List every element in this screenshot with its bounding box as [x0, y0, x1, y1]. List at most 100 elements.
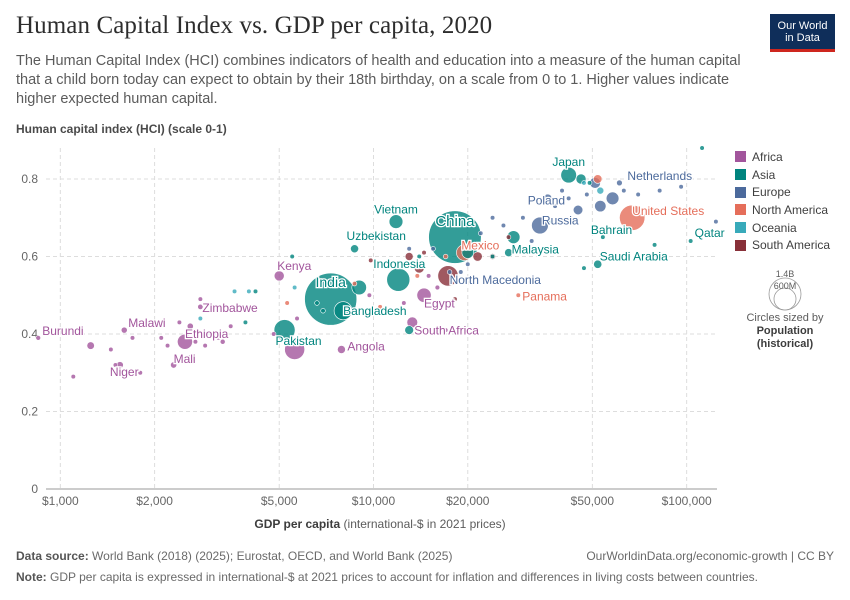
data-point[interactable] — [443, 327, 449, 333]
data-point[interactable] — [401, 300, 407, 306]
data-point[interactable] — [202, 343, 208, 349]
data-point[interactable] — [430, 246, 436, 252]
data-point[interactable] — [552, 203, 558, 209]
data-point[interactable] — [621, 188, 627, 194]
data-point[interactable] — [458, 269, 464, 275]
point-burundi[interactable] — [35, 335, 41, 341]
data-point[interactable] — [284, 339, 305, 360]
data-point[interactable] — [520, 215, 526, 221]
data-point[interactable] — [112, 362, 119, 368]
data-point[interactable] — [377, 304, 383, 310]
legend-item-africa[interactable]: Africa — [735, 148, 845, 166]
data-point[interactable] — [271, 331, 277, 337]
point-poland[interactable] — [543, 193, 553, 203]
point-vietnam[interactable] — [388, 214, 404, 229]
data-point[interactable] — [284, 300, 290, 306]
data-point[interactable] — [414, 262, 425, 274]
point-mali[interactable] — [170, 361, 178, 369]
data-point[interactable] — [489, 215, 496, 221]
point-bahrain[interactable] — [600, 234, 606, 240]
data-point[interactable] — [452, 296, 458, 302]
data-point[interactable] — [86, 341, 95, 350]
data-point[interactable] — [228, 323, 234, 329]
point-malaysia[interactable] — [504, 248, 513, 257]
data-point[interactable] — [158, 335, 164, 341]
data-point[interactable] — [505, 234, 512, 240]
point-angola[interactable] — [337, 345, 346, 354]
data-point[interactable] — [581, 265, 587, 271]
data-point[interactable] — [314, 300, 320, 306]
point-qatar[interactable] — [688, 238, 694, 244]
data-point[interactable] — [215, 335, 222, 341]
data-point[interactable] — [596, 186, 605, 195]
data-point[interactable] — [572, 204, 584, 216]
data-point[interactable] — [699, 145, 705, 151]
data-point[interactable] — [246, 288, 252, 294]
point-ethiopia[interactable] — [177, 333, 193, 350]
data-point[interactable] — [292, 284, 298, 291]
point-malawi[interactable] — [120, 326, 128, 334]
data-point[interactable] — [366, 292, 372, 298]
data-point[interactable] — [242, 319, 249, 325]
data-point[interactable] — [186, 322, 194, 330]
data-point[interactable] — [137, 370, 143, 376]
data-point[interactable] — [605, 191, 620, 206]
legend-item-asia[interactable]: Asia — [735, 166, 845, 184]
data-point[interactable] — [252, 288, 259, 294]
data-point[interactable] — [657, 188, 663, 194]
source-text[interactable]: World Bank (2018) (2025); Eurostat, OECD… — [92, 549, 453, 563]
data-point[interactable] — [197, 296, 203, 302]
data-point[interactable] — [559, 188, 565, 194]
data-point[interactable] — [472, 251, 483, 262]
legend-item-south-america[interactable]: South America — [735, 236, 845, 254]
data-point[interactable] — [129, 335, 136, 341]
point-bangladesh[interactable] — [333, 301, 353, 321]
data-point[interactable] — [437, 265, 459, 287]
owid-logo[interactable]: Our World in Data — [770, 14, 835, 52]
point-pakistan[interactable] — [273, 319, 296, 341]
data-point[interactable] — [231, 288, 238, 294]
legend-item-north-america[interactable]: North America — [735, 201, 845, 219]
data-point[interactable] — [284, 265, 290, 271]
data-point[interactable] — [651, 242, 658, 248]
data-point[interactable] — [587, 180, 593, 186]
point-japan[interactable] — [560, 166, 577, 184]
data-point[interactable] — [713, 219, 719, 225]
point-north-macedonia[interactable] — [447, 269, 453, 275]
data-point[interactable] — [368, 257, 374, 263]
data-point[interactable] — [351, 281, 358, 287]
data-point[interactable] — [635, 191, 641, 198]
point-panama[interactable] — [515, 292, 521, 298]
data-point[interactable] — [164, 343, 171, 349]
point-egypt[interactable] — [416, 287, 432, 303]
data-point[interactable] — [320, 308, 326, 314]
point-uzbekistan[interactable] — [350, 244, 359, 254]
data-point[interactable] — [289, 253, 295, 260]
legend-item-oceania[interactable]: Oceania — [735, 219, 845, 237]
data-point[interactable] — [294, 315, 300, 322]
data-point[interactable] — [414, 273, 420, 279]
data-point[interactable] — [524, 250, 530, 256]
point-russia[interactable] — [531, 216, 549, 235]
data-point[interactable] — [678, 184, 684, 190]
data-point[interactable] — [465, 261, 471, 267]
point-zimbabwe[interactable] — [197, 303, 204, 310]
data-point[interactable] — [426, 273, 432, 279]
point-indonesia[interactable] — [386, 267, 411, 292]
data-point[interactable] — [500, 222, 507, 229]
point-kenya[interactable] — [273, 270, 285, 282]
legend-item-europe[interactable]: Europe — [735, 183, 845, 201]
data-point[interactable] — [478, 230, 484, 236]
data-point[interactable] — [108, 346, 114, 353]
data-point[interactable] — [581, 180, 587, 186]
data-point[interactable] — [584, 191, 590, 198]
data-point[interactable] — [176, 319, 182, 325]
data-point[interactable] — [70, 374, 76, 380]
data-point[interactable] — [192, 339, 199, 345]
data-point[interactable] — [404, 325, 414, 335]
data-point[interactable] — [299, 339, 305, 345]
data-point[interactable] — [406, 246, 412, 252]
data-point[interactable] — [197, 315, 203, 322]
data-point[interactable] — [404, 252, 414, 261]
source-url[interactable]: OurWorldinData.org/economic-growth | CC … — [586, 549, 834, 563]
